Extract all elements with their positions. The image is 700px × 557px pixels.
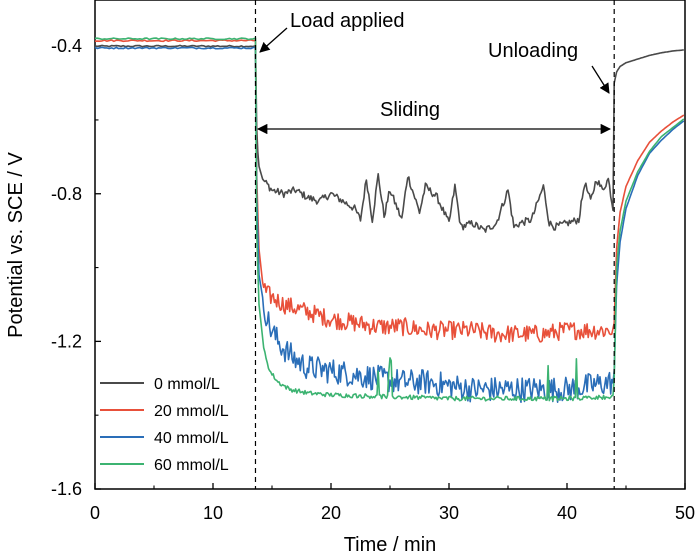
y-axis: -0.4 -0.8 -1.2 -1.6 (51, 36, 101, 499)
series-line-2 (94, 39, 685, 343)
y-tick-label: -0.8 (51, 184, 82, 204)
load-applied-label: Load applied (290, 10, 405, 32)
unloading-arrow (591, 65, 610, 94)
annotations: Load applied Unloading Sliding (256, 10, 612, 135)
x-axis: 0 10 20 30 40 50 (90, 483, 695, 523)
legend-label: 0 mmol/L (154, 376, 220, 393)
y-tick-label: -0.4 (51, 36, 82, 56)
x-tick-label: 50 (675, 503, 695, 523)
load-applied-arrow (259, 27, 288, 53)
series-line-1 (94, 44, 684, 233)
legend: 0 mmol/L 20 mmol/L 40 mmol/L 60 mmol/L (100, 376, 229, 474)
x-tick-label: 30 (439, 503, 459, 523)
series-layer (94, 37, 685, 403)
x-tick-label: 0 (90, 503, 100, 523)
series-line-4 (94, 37, 685, 402)
y-tick-label: -1.2 (51, 331, 82, 351)
series-line-3 (94, 46, 685, 403)
legend-label: 60 mmol/L (154, 457, 229, 474)
unloading-label: Unloading (488, 40, 578, 62)
legend-label: 20 mmol/L (154, 403, 229, 420)
x-tick-label: 20 (321, 503, 341, 523)
y-axis-title: Potential vs. SCE / V (5, 152, 27, 338)
legend-label: 40 mmol/L (154, 430, 229, 447)
x-tick-label: 40 (557, 503, 577, 523)
y-tick-label: -1.6 (51, 479, 82, 499)
x-axis-title: Time / min (344, 534, 437, 556)
sliding-label: Sliding (380, 99, 440, 121)
x-tick-label: 10 (203, 503, 223, 523)
